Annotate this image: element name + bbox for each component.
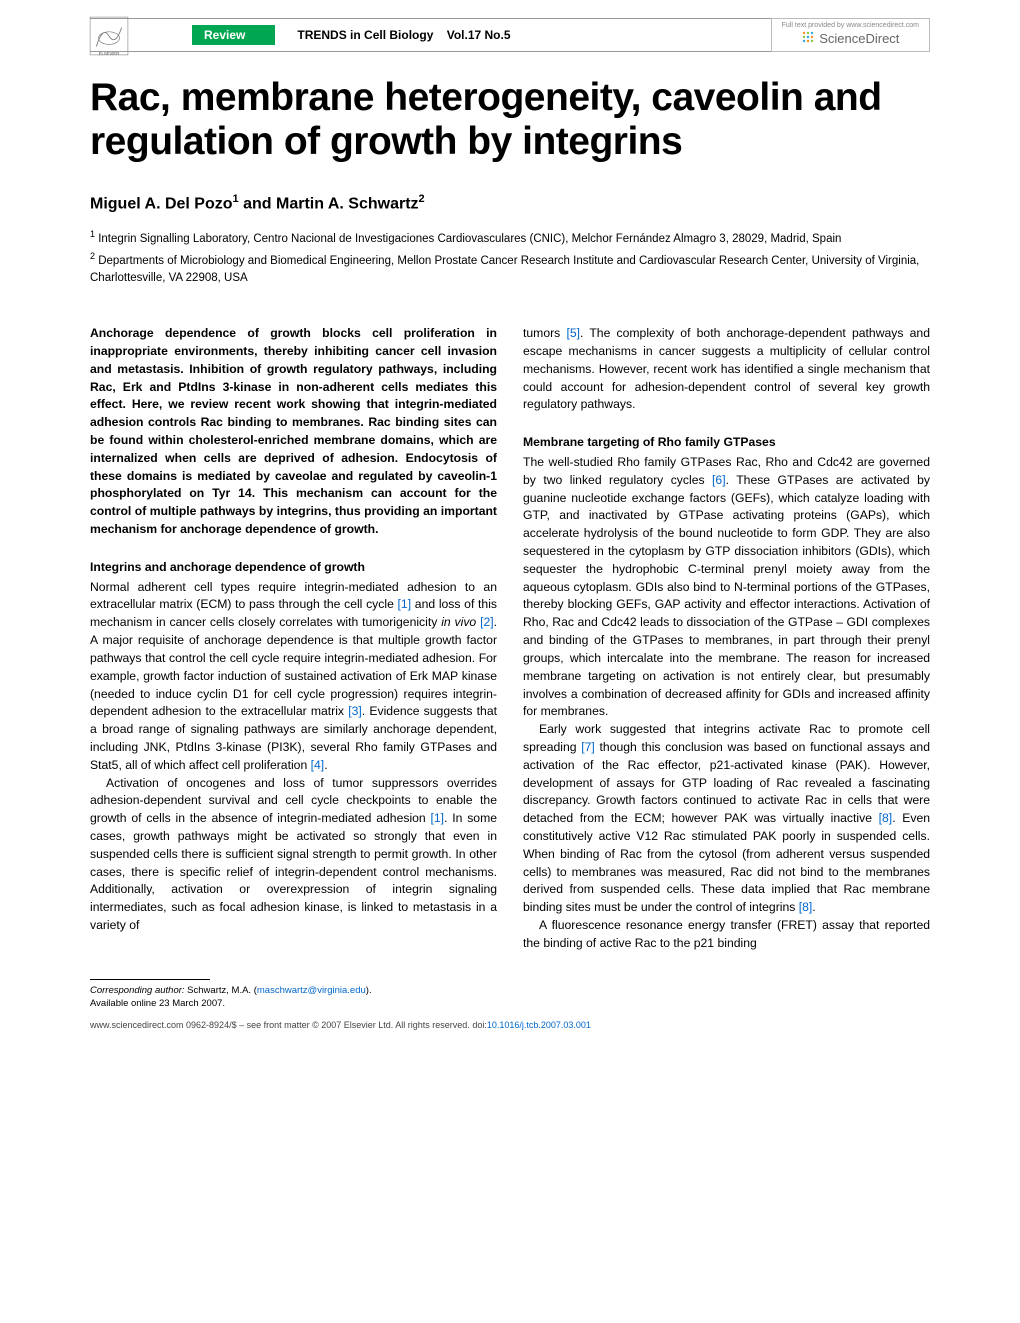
journal-name: TRENDS in Cell Biology [297,28,433,42]
paragraph: A fluorescence resonance energy transfer… [523,917,930,953]
right-column: tumors [5]. The complexity of both ancho… [523,325,930,953]
footer-text: www.sciencedirect.com 0962-8924/$ – see … [90,1020,487,1030]
paragraph: Normal adherent cell types require integ… [90,579,497,775]
corresponding-author: Corresponding author: Schwartz, M.A. (ma… [90,984,930,997]
paragraph: tumors [5]. The complexity of both ancho… [523,325,930,414]
paragraph: Activation of oncogenes and loss of tumo… [90,775,497,935]
elsevier-logo: ELSEVIER [86,13,132,59]
available-online: Available online 23 March 2007. [90,997,930,1010]
title-block: Rac, membrane heterogeneity, caveolin an… [90,76,930,287]
review-badge: Review [192,25,275,45]
authors: Miguel A. Del Pozo1 and Martin A. Schwar… [90,193,930,213]
section-head-membrane: Membrane targeting of Rho family GTPases [523,434,930,452]
affiliation-1: 1 Integrin Signalling Laboratory, Centro… [90,228,930,248]
sd-provided-text: Full text provided by www.sciencedirect.… [782,22,919,30]
abstract: Anchorage dependence of growth blocks ce… [90,325,497,539]
footnote-rule [90,979,210,980]
sd-brand: ScienceDirect [782,30,919,48]
footer-line: www.sciencedirect.com 0962-8924/$ – see … [90,1020,930,1030]
sd-dots-icon [801,30,815,48]
journal-volume: Vol.17 No.5 [447,28,511,42]
sd-brand-text: ScienceDirect [819,31,899,47]
body-columns: Anchorage dependence of growth blocks ce… [90,325,930,953]
svg-text:ELSEVIER: ELSEVIER [99,51,119,56]
journal-info: TRENDS in Cell Biology Vol.17 No.5 [297,28,770,42]
sciencedirect-box[interactable]: Full text provided by www.sciencedirect.… [771,18,930,52]
left-column: Anchorage dependence of growth blocks ce… [90,325,497,953]
affiliation-2: 2 Departments of Microbiology and Biomed… [90,250,930,287]
paragraph: The well-studied Rho family GTPases Rac,… [523,454,930,721]
doi-link[interactable]: 10.1016/j.tcb.2007.03.001 [487,1020,591,1030]
page-root: ELSEVIER Review TRENDS in Cell Biology V… [0,18,1020,1030]
section-head-integrins: Integrins and anchorage dependence of gr… [90,559,497,577]
paragraph: Early work suggested that integrins acti… [523,721,930,917]
footer-left: www.sciencedirect.com 0962-8924/$ – see … [90,1020,591,1030]
header-bar: ELSEVIER Review TRENDS in Cell Biology V… [90,18,930,52]
article-title: Rac, membrane heterogeneity, caveolin an… [90,76,930,163]
